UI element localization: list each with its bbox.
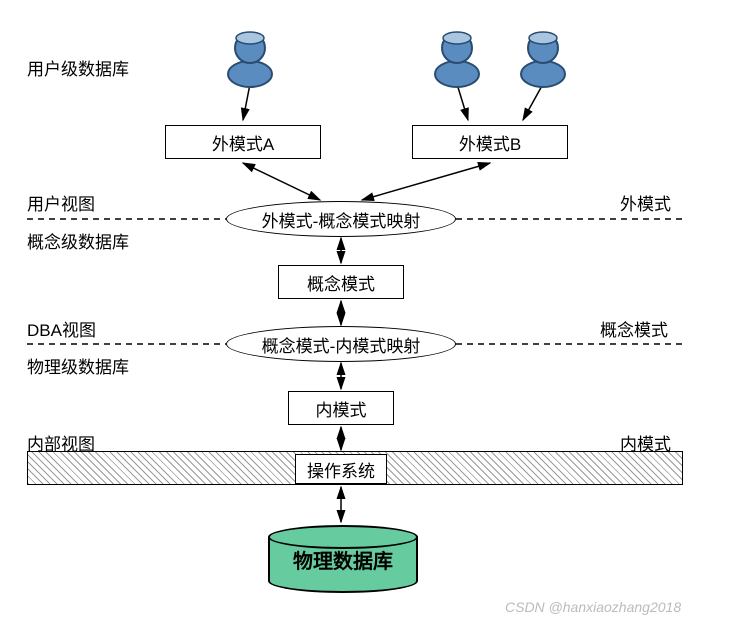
label-right-internal-schema: 内模式 [620, 430, 671, 455]
mapping-concept-internal-label: 概念模式-内模式映射 [262, 332, 421, 357]
label-concept-level-db: 概念级数据库 [27, 228, 129, 253]
internal-schema-box: 内模式 [288, 391, 394, 425]
watermark-text: CSDN @hanxiaozhang2018 [505, 599, 681, 615]
external-schema-b-box: 外模式B [412, 125, 568, 159]
label-internal-view: 内部视图 [27, 430, 95, 455]
mapping-ext-concept-ellipse: 外模式-概念模式映射 [226, 201, 456, 237]
label-right-concept-schema: 概念模式 [600, 316, 668, 341]
mapping-concept-internal-ellipse: 概念模式-内模式映射 [226, 326, 456, 362]
physical-db-label: 物理数据库 [293, 545, 393, 574]
mapping-ext-concept-label: 外模式-概念模式映射 [262, 207, 421, 232]
external-schema-a-label: 外模式A [212, 130, 274, 155]
external-schema-a-box: 外模式A [165, 125, 321, 159]
label-right-external-schema: 外模式 [620, 190, 671, 215]
label-physical-level-db: 物理级数据库 [27, 353, 129, 378]
concept-schema-box: 概念模式 [278, 265, 404, 299]
label-dba-view: DBA视图 [27, 316, 96, 341]
label-user-view: 用户视图 [27, 190, 95, 215]
internal-schema-label: 内模式 [316, 396, 367, 421]
concept-schema-label: 概念模式 [307, 270, 375, 295]
physical-db-cylinder: 物理数据库 [268, 525, 418, 593]
external-schema-b-label: 外模式B [459, 130, 521, 155]
label-user-level-db: 用户级数据库 [27, 55, 129, 80]
diagram-canvas: 操作系统 外模式A 外模式B 外模式-概念模式映射 概念模式 概念模式-内模式映… [0, 0, 749, 624]
